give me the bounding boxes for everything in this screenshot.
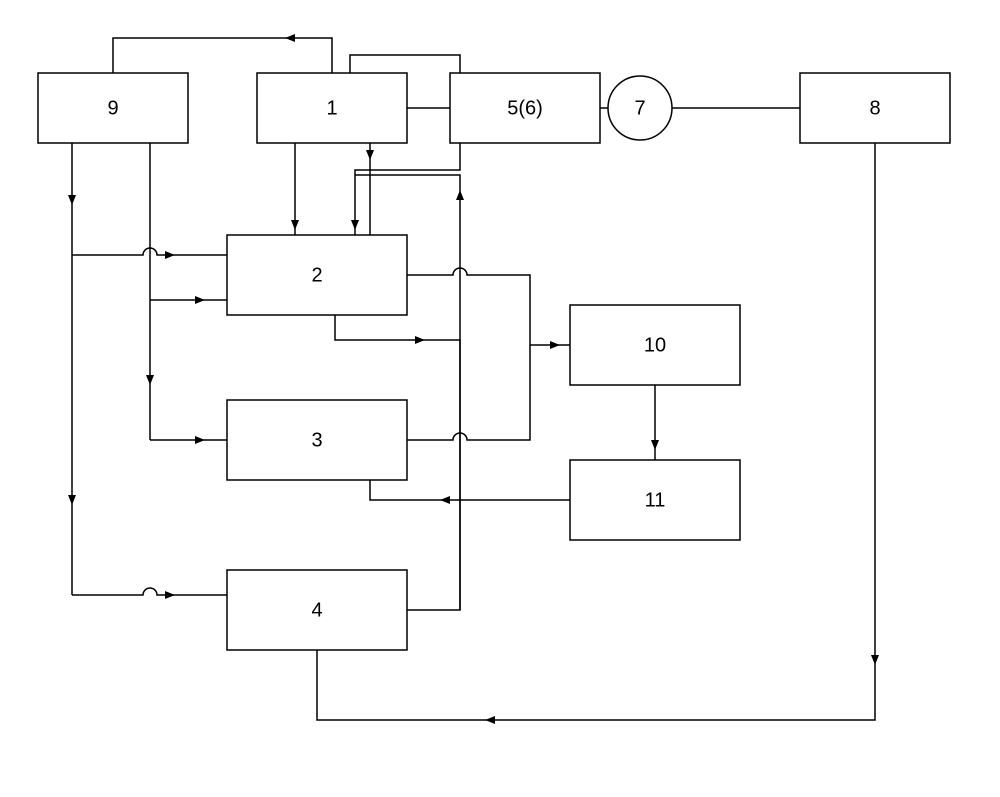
node-n1-label: 1 — [326, 97, 337, 119]
node-n8-label: 8 — [869, 97, 880, 119]
edge — [370, 480, 570, 500]
edge — [113, 38, 332, 73]
node-n9-label: 9 — [107, 97, 118, 119]
node-n7-label: 7 — [634, 97, 645, 119]
node-n11-label: 11 — [645, 489, 666, 511]
arrowhead — [415, 336, 425, 344]
arrowhead — [440, 496, 450, 504]
arrowhead — [165, 251, 175, 259]
node-n2-label: 2 — [311, 264, 322, 286]
arrowhead — [195, 436, 205, 444]
arrowhead — [366, 150, 374, 160]
node-n56-label: 5(6) — [507, 97, 543, 119]
node-n10-label: 10 — [644, 334, 666, 356]
edge — [407, 345, 530, 440]
arrowhead — [165, 591, 175, 599]
node-n4-label: 4 — [311, 599, 322, 621]
arrowhead — [285, 34, 295, 42]
edge — [72, 588, 227, 595]
arrowhead — [351, 220, 359, 230]
arrowhead — [195, 296, 205, 304]
node-n3-label: 3 — [311, 429, 322, 451]
arrowhead — [291, 220, 299, 230]
edge — [407, 268, 570, 345]
arrowhead — [68, 195, 76, 205]
flowchart-canvas: 9 1 5(6) 7 8 2 3 4 10 11 — [0, 0, 1000, 797]
arrowhead — [550, 341, 560, 349]
arrowhead — [651, 440, 659, 450]
arrowhead — [871, 655, 879, 665]
arrowhead — [456, 190, 464, 200]
arrowhead — [68, 495, 76, 505]
arrowhead — [485, 716, 495, 724]
arrowhead — [146, 375, 154, 385]
